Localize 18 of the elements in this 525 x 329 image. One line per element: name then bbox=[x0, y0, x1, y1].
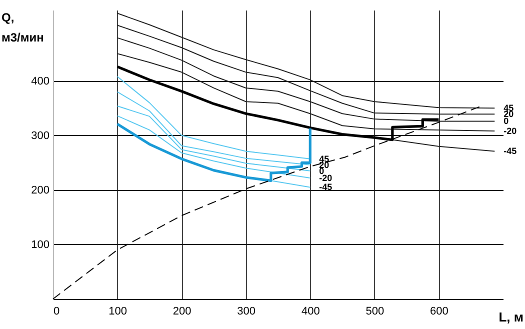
x-tick-label: 100 bbox=[108, 306, 127, 318]
y-tick-label: 400 bbox=[31, 75, 50, 88]
series-label: -20 bbox=[319, 172, 332, 183]
x-axis-title: L, м bbox=[498, 310, 524, 324]
y-axis-title: Q, м3/мин bbox=[2, 10, 44, 44]
y-tick-label: 200 bbox=[31, 184, 50, 196]
x-tick-label: 300 bbox=[237, 306, 256, 318]
x-tick-label: 600 bbox=[430, 306, 448, 318]
y-tick-label: 300 bbox=[31, 130, 50, 142]
series-label: -20 bbox=[504, 126, 517, 136]
series-label: -45 bbox=[319, 182, 332, 192]
series-label: 0 bbox=[504, 116, 509, 126]
series-label: -45 bbox=[504, 146, 517, 156]
y-tick-label: 100 bbox=[31, 238, 50, 251]
x-tick-label: 200 bbox=[172, 306, 192, 318]
x-tick-label: 500 bbox=[366, 306, 384, 318]
x-tick-label: 0 bbox=[54, 306, 60, 318]
x-tick-label: 400 bbox=[301, 306, 320, 318]
